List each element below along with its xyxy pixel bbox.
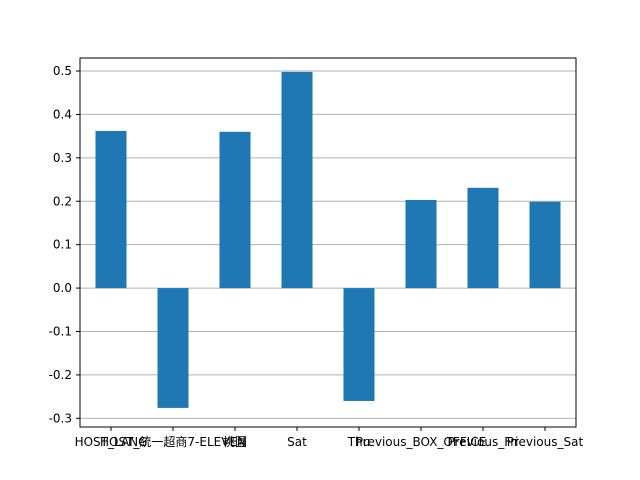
x-tick-label: Previous_Fri <box>447 435 518 449</box>
bar <box>467 187 499 289</box>
y-tick-label: 0.2 <box>53 194 72 208</box>
y-tick-label: 0.5 <box>53 64 72 78</box>
x-tick-label: Thu <box>347 435 371 449</box>
y-tick-label: 0.4 <box>53 107 72 121</box>
y-tick-label: 0.1 <box>53 238 72 252</box>
y-tick-label: -0.1 <box>49 324 72 338</box>
y-tick-label: -0.2 <box>49 368 72 382</box>
bars <box>95 71 561 408</box>
bar <box>219 131 251 289</box>
plot-frame <box>79 57 577 428</box>
bar <box>405 199 437 289</box>
x-tick-label: 桃園 <box>223 434 247 449</box>
bar <box>281 71 313 289</box>
bar <box>157 288 189 408</box>
y-tick-label: 0.0 <box>53 281 72 295</box>
x-tick-label: Previous_Sat <box>507 435 584 449</box>
bar <box>343 288 375 401</box>
bar <box>95 130 127 289</box>
x-tick-label: HOST_統一超商7-ELEVEN <box>100 434 246 449</box>
plot-background <box>80 58 576 427</box>
x-tick-label: HOST_LANG <box>75 435 148 449</box>
y-tick-label: 0.3 <box>53 151 72 165</box>
y-axis: 0.5 0.4 0.3 0.2 0.1 0.0 -0.1 -0.2 -0.3 <box>49 64 80 425</box>
y-tick-label: -0.3 <box>49 411 72 425</box>
bar <box>529 201 561 289</box>
x-tick-label: Previous_BOX_OFFICE <box>356 435 486 449</box>
x-tick-label: Sat <box>287 435 307 449</box>
